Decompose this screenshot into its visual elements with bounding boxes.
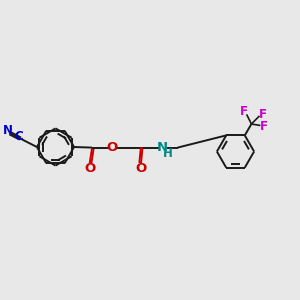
Text: N: N [157, 141, 168, 154]
Text: H: H [163, 147, 172, 160]
Text: F: F [260, 120, 268, 133]
Text: F: F [259, 108, 267, 121]
Text: N: N [3, 124, 13, 137]
Text: O: O [84, 162, 95, 175]
Text: C: C [14, 130, 23, 143]
Text: O: O [106, 141, 118, 154]
Text: F: F [240, 105, 248, 118]
Text: O: O [135, 162, 147, 175]
